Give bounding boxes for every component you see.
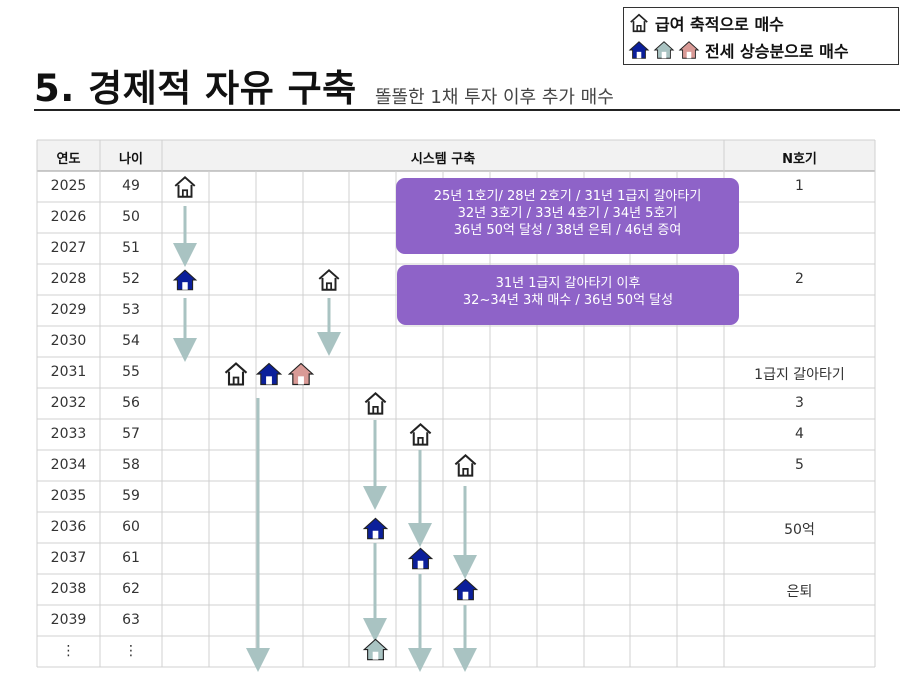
cell-age: 53 (122, 302, 140, 318)
house-navy-icon (363, 517, 388, 540)
house-teal-icon (363, 638, 388, 661)
cell-age: ⋮ (124, 643, 138, 659)
cell-age: 50 (122, 209, 140, 225)
cell-year: ⋮ (61, 643, 76, 659)
cell-n: 5 (795, 457, 804, 473)
house-pink-icon (288, 362, 314, 386)
cell-n: 은퇴 (786, 584, 813, 600)
legend-box: 급여 축적으로 매수 전세 상승분으로 매수 (623, 7, 899, 65)
house-outline-icon (174, 176, 196, 198)
house-navy-icon (256, 362, 282, 386)
cell-year: 2033 (50, 426, 87, 442)
cell-age: 58 (122, 457, 140, 473)
cell-age: 57 (122, 426, 140, 442)
header-age: 나이 (119, 152, 143, 167)
page-title: 5. 경제적 자유 구축 (34, 67, 357, 110)
cell-year: 2028 (50, 271, 87, 287)
house-outline-icon (454, 454, 477, 477)
cell-age: 60 (122, 519, 140, 535)
cell-age: 51 (122, 240, 140, 256)
cell-year: 2038 (50, 581, 87, 597)
page-subtitle: 똘똘한 1채 투자 이후 추가 매수 (375, 87, 614, 108)
cell-year: 2037 (50, 550, 87, 566)
cell-year: 2036 (50, 519, 87, 535)
callout-after-upgrade: 31년 1급지 갈아타기 이후 32~34년 3채 매수 / 36년 50억 달… (397, 265, 739, 325)
cell-year: 2035 (50, 488, 87, 504)
house-outline-icon (364, 392, 387, 415)
cell-age: 54 (122, 333, 140, 349)
house-navy-icon (173, 269, 197, 291)
cell-age: 63 (122, 612, 140, 628)
cell-year: 2034 (50, 457, 87, 473)
cell-year: 2025 (50, 178, 87, 194)
cell-year: 2030 (50, 333, 87, 349)
cell-year: 2032 (50, 395, 87, 411)
cell-age: 49 (122, 178, 140, 194)
table-header-bg (37, 140, 875, 171)
house-outline-icon (318, 269, 340, 291)
cell-age: 56 (122, 395, 140, 411)
legend-row-jeonse: 전세 상승분으로 매수 (628, 38, 849, 62)
house-outline-icon (224, 362, 248, 386)
cell-age: 62 (122, 581, 140, 597)
header-system: 시스템 구축 (410, 152, 476, 167)
house-navy-icon (408, 547, 433, 570)
cell-n: 1급지 갈아타기 (754, 367, 845, 383)
cell-year: 2026 (50, 209, 87, 225)
cell-year: 2027 (50, 240, 87, 256)
cell-year: 2029 (50, 302, 87, 318)
cell-n: 1 (795, 178, 804, 194)
legend-row-salary: 급여 축적으로 매수 (628, 11, 784, 35)
house-teal-icon (653, 41, 675, 59)
house-navy-icon (453, 578, 478, 601)
callout-line: 31년 1급지 갈아타기 이후 (495, 276, 641, 291)
callout-line: 32~34년 3채 매수 / 36년 50억 달성 (462, 293, 674, 308)
callout-summary: 25년 1호기/ 28년 2호기 / 31년 1급지 갈아타기 32년 3호기 … (396, 178, 739, 254)
cell-age: 52 (122, 271, 140, 287)
house-pink-icon (678, 41, 700, 59)
callout-line: 25년 1호기/ 28년 2호기 / 31년 1급지 갈아타기 (433, 189, 702, 204)
callout-line: 36년 50억 달성 / 38년 은퇴 / 46년 증여 (453, 223, 682, 238)
header-year: 연도 (56, 152, 81, 167)
cell-n: 3 (795, 395, 804, 411)
house-outline-icon (630, 13, 648, 33)
cell-year: 2031 (50, 364, 87, 380)
callout-line: 32년 3호기 / 33년 4호기 / 34년 5호기 (457, 206, 678, 221)
cell-year: 2039 (50, 612, 87, 628)
house-navy-icon (628, 41, 650, 59)
cell-n: 2 (795, 271, 804, 287)
title-divider (34, 109, 900, 111)
legend-label-salary: 급여 축적으로 매수 (655, 15, 784, 34)
cell-age: 59 (122, 488, 140, 504)
cell-n: 4 (795, 426, 804, 442)
cell-n: 50억 (784, 522, 815, 538)
cell-age: 61 (122, 550, 140, 566)
legend-label-jeonse: 전세 상승분으로 매수 (705, 42, 849, 61)
house-outline-icon (409, 423, 432, 446)
cell-age: 55 (122, 364, 140, 380)
header-n: N호기 (782, 152, 817, 167)
